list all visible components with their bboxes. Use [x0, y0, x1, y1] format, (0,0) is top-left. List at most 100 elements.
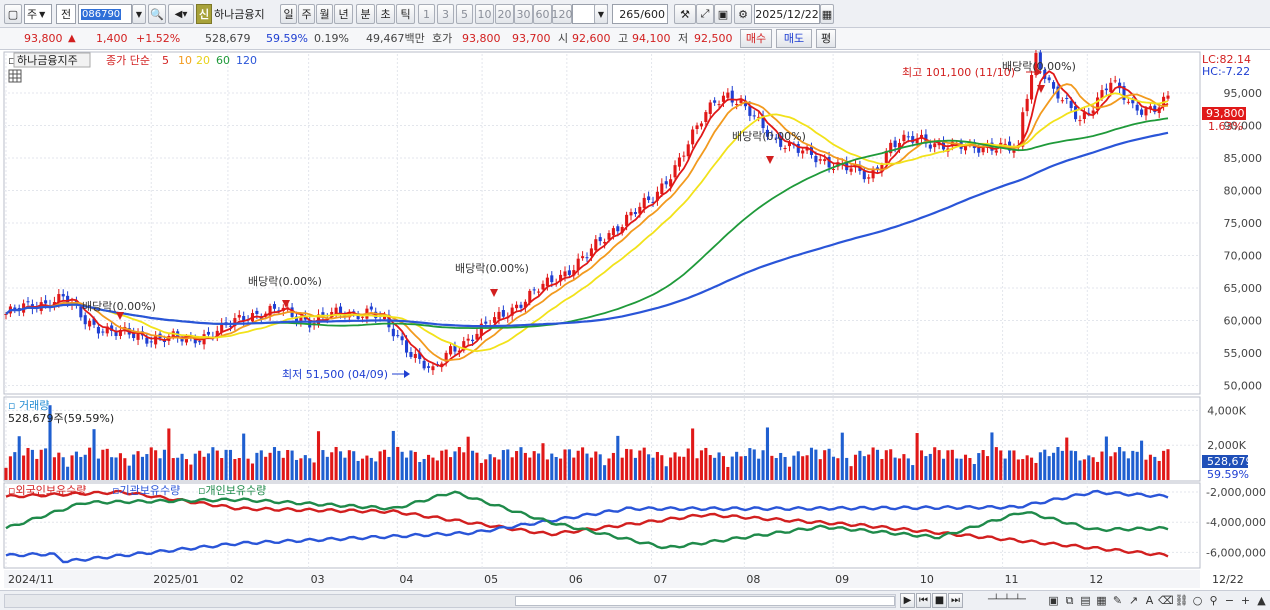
candle-body [101, 331, 105, 333]
scroll-right-button[interactable]: ▶ [900, 593, 915, 608]
x-axis-label: 04 [399, 573, 413, 586]
first-button[interactable]: ⏮ [916, 593, 931, 608]
toolbar: ▢ 주 ▼ 전 086790 ▼ 🔍 ◀▾ 신 하나금융지 일 주 월 년 분 초… [0, 0, 1270, 28]
volume-bar [633, 457, 637, 480]
volume-tick-label: 2,000K [1207, 439, 1246, 452]
period-tick-button[interactable]: 틱 [396, 4, 415, 24]
trend-icon[interactable]: ↗ [1128, 594, 1139, 607]
volume-bar [919, 450, 924, 480]
candle-body [475, 333, 479, 340]
scrollbar[interactable] [4, 594, 896, 608]
volume-bar [184, 459, 189, 480]
volume-bar [453, 451, 457, 480]
candle-body [83, 315, 87, 325]
period-year-button[interactable]: 년 [334, 4, 353, 24]
volume-bar [1144, 459, 1148, 480]
period-week-button[interactable]: 주 [298, 4, 315, 24]
interval-60-button[interactable]: 60 [533, 4, 552, 24]
zoom-slider[interactable]: ─┴─┴─┴─ [988, 595, 1026, 605]
circle-icon[interactable]: ○ [1192, 594, 1203, 607]
candle-body [884, 150, 888, 163]
interval-20-button[interactable]: 20 [495, 4, 514, 24]
volume-bar [792, 455, 796, 480]
zoom-icon[interactable]: ⚲ [1209, 594, 1218, 607]
interval-10-button[interactable]: 10 [475, 4, 494, 24]
price-tick-label: 55,000 [1224, 347, 1263, 360]
period-minute-button[interactable]: 분 [356, 4, 375, 24]
stock-chart[interactable]: 95,000 90,000 85,000 80,000 75,000 70,000 65,0… [0, 49, 1270, 590]
candle-body [1065, 97, 1069, 99]
candle-body [1060, 100, 1064, 102]
date-input[interactable]: 2025/12/22 [754, 4, 820, 24]
volume-bar [831, 456, 836, 480]
period-select[interactable]: 전 [56, 4, 76, 24]
grid-icon[interactable]: ▦ [1096, 594, 1107, 607]
calendar-button[interactable]: ▦ [820, 4, 834, 24]
ma-60-label: 60 [216, 54, 230, 67]
window-icon[interactable]: ▢ [4, 4, 22, 24]
candle-body [585, 257, 589, 259]
zoom-in-icon[interactable]: + [1240, 594, 1251, 607]
text-tool-icon[interactable]: A [1145, 594, 1154, 607]
eraser-icon[interactable]: ⌫ [1158, 594, 1174, 607]
candle-body [669, 179, 673, 187]
bottom-toolbar: ▶ ⏮ ■ ⏭ ─┴─┴─┴─ ▣ ⧉ ▤ ▦ ✎ ↗ A ⌫ ⛓ ○ ⚲ − … [0, 590, 1270, 610]
volume-bar [154, 450, 158, 480]
candle-body [1153, 105, 1157, 112]
code-dropdown-button[interactable]: ▼ [132, 4, 146, 24]
interval-120-button[interactable]: 120 [552, 4, 573, 24]
interval-30-button[interactable]: 30 [514, 4, 533, 24]
tools-button[interactable]: ⚒ [674, 4, 696, 24]
volume-bar [330, 452, 334, 480]
volume-bar [1043, 449, 1047, 480]
volume-bar [1078, 460, 1082, 480]
scroll-thumb[interactable] [515, 596, 895, 606]
last-button[interactable]: ⏭ [948, 593, 963, 608]
volume-bar [787, 466, 792, 480]
layout-icon[interactable]: ▣ [1048, 594, 1059, 607]
candle-body [1144, 108, 1148, 116]
eval-button[interactable]: 평 [816, 29, 836, 48]
candle-body [396, 335, 400, 337]
candle-body [220, 323, 224, 333]
interval-3-button[interactable]: 3 [437, 4, 454, 24]
stock-tag: 하나금융지주 [17, 53, 78, 67]
settings-button[interactable]: ⚙ [734, 4, 752, 24]
period-month-button[interactable]: 월 [316, 4, 333, 24]
price-tick-label: 95,000 [1224, 87, 1263, 100]
save-button[interactable]: ▣ [714, 4, 732, 24]
volume-bar [35, 458, 39, 480]
candle-body [330, 311, 334, 317]
chart-area[interactable]: 95,000 90,000 85,000 80,000 75,000 70,000 65,0… [0, 49, 1270, 590]
resize-button[interactable]: ⤢ [696, 4, 714, 24]
volume-bar [268, 452, 272, 480]
stop-button[interactable]: ■ [932, 593, 947, 608]
table-icon[interactable] [8, 69, 22, 83]
volume-bar [915, 433, 919, 480]
volume-bar [387, 456, 391, 480]
stock-code-input[interactable]: 086790 [78, 4, 132, 24]
sell-button[interactable]: 매도 [776, 29, 812, 48]
candle-body [237, 314, 241, 318]
volume-bar [603, 465, 607, 480]
candle-body [616, 226, 620, 232]
period-day-button[interactable]: 일 [280, 4, 297, 24]
print-icon[interactable]: ▤ [1080, 594, 1091, 607]
search-button[interactable]: 🔍 [148, 4, 166, 24]
interval-5-button[interactable]: 5 [456, 4, 473, 24]
volume-bar [466, 436, 470, 480]
volume-bar [554, 456, 558, 480]
candle-body [783, 147, 787, 150]
market-select[interactable]: 주 ▼ [24, 4, 52, 24]
link-icon[interactable]: ⛓ [1174, 594, 1189, 607]
draw-icon[interactable]: ✎ [1112, 594, 1123, 607]
speaker-button[interactable]: ◀▾ [168, 4, 194, 24]
interval-1-button[interactable]: 1 [418, 4, 435, 24]
copy-icon[interactable]: ⧉ [1065, 594, 1074, 607]
expand-icon[interactable]: ▲ [1257, 594, 1266, 607]
count-input[interactable]: 265/600 [612, 4, 668, 24]
zoom-out-icon[interactable]: − [1224, 594, 1235, 607]
interval-dropdown-button[interactable]: ▼ [594, 4, 608, 24]
buy-button[interactable]: 매수 [740, 29, 772, 48]
period-second-button[interactable]: 초 [376, 4, 395, 24]
